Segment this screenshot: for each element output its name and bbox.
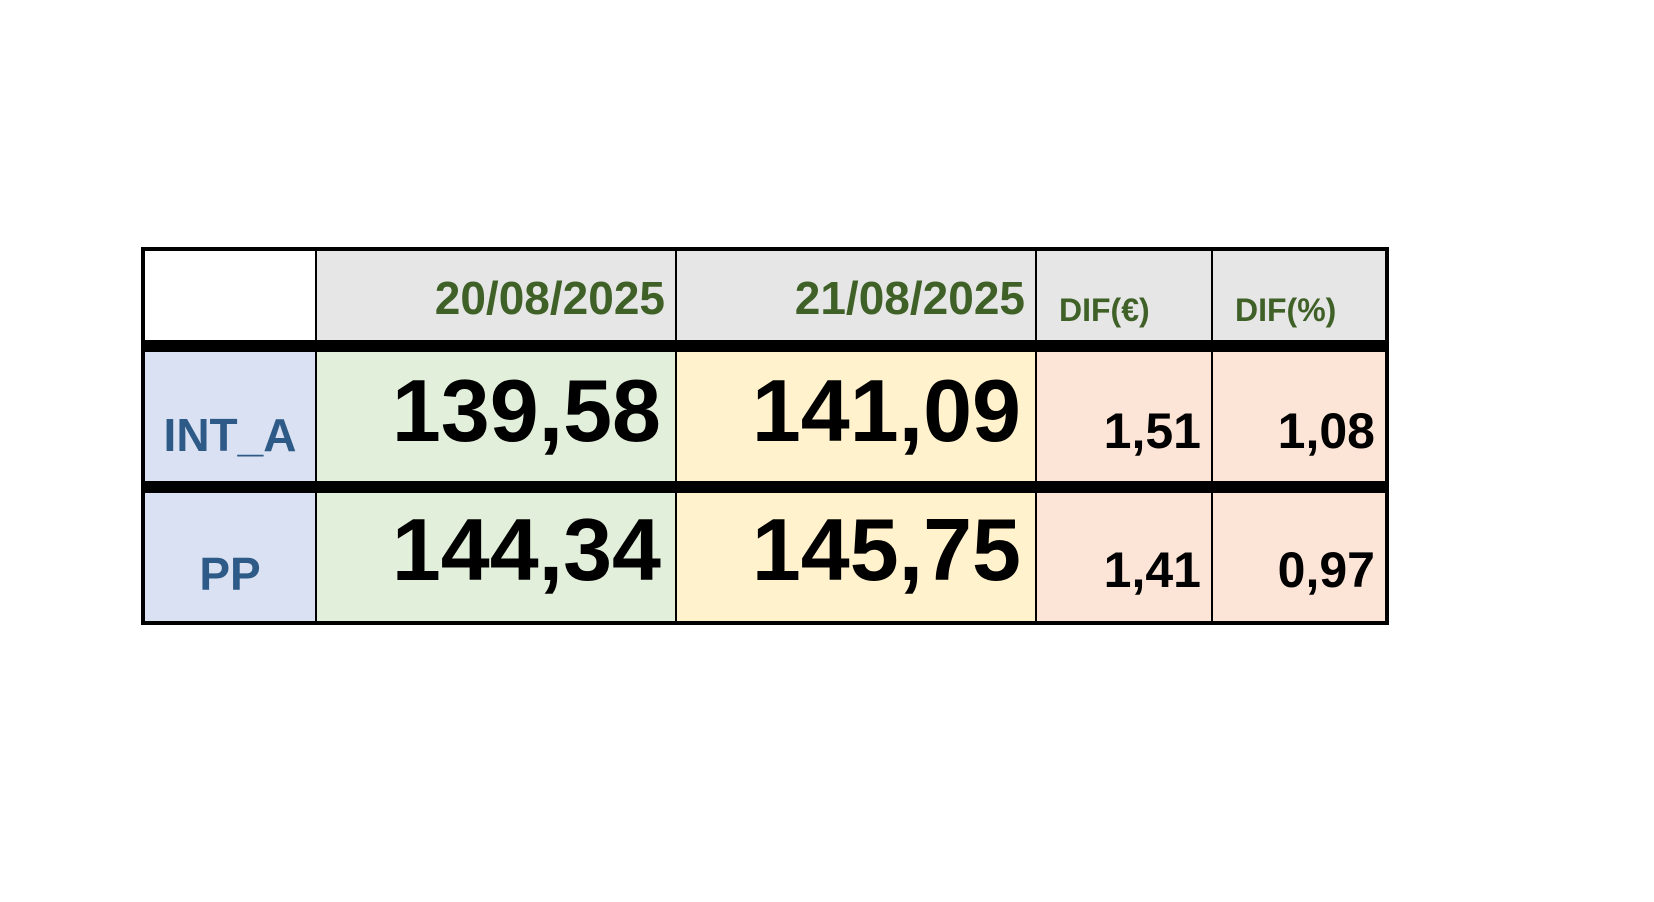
cell: 141,09 <box>675 350 1037 484</box>
cell: 1,08 <box>1211 350 1389 484</box>
cell-text: 1,08 <box>1277 403 1375 459</box>
column-header: 21/08/2025 <box>675 247 1037 343</box>
header-text: 21/08/2025 <box>794 272 1025 324</box>
cell-text: 1,41 <box>1103 542 1201 598</box>
column-header: DIF(€) <box>1035 247 1213 343</box>
column-header: 20/08/2025 <box>315 247 677 343</box>
header-text: DIF(%) <box>1235 292 1337 328</box>
cell: 139,58 <box>315 350 677 484</box>
cell-text: 141,09 <box>751 361 1021 460</box>
cell-text: 139,58 <box>391 361 661 460</box>
cell-text: 1,51 <box>1103 403 1201 459</box>
cell-text: 144,34 <box>391 500 661 599</box>
cell-text: 0,97 <box>1277 542 1375 598</box>
cell: 144,34 <box>315 491 677 625</box>
label-text: INT_A <box>163 409 297 461</box>
header-text: 20/08/2025 <box>434 272 665 324</box>
cell: 145,75 <box>675 491 1037 625</box>
row-label: PP <box>141 491 317 625</box>
cell-text: 145,75 <box>751 500 1021 599</box>
row-label: INT_A <box>141 350 317 484</box>
row-separator <box>141 481 1389 492</box>
row-separator <box>141 340 1389 351</box>
cell: 0,97 <box>1211 491 1389 625</box>
cell: 1,41 <box>1035 491 1213 625</box>
header-text: DIF(€) <box>1059 292 1150 328</box>
label-text: PP <box>199 548 261 600</box>
corner-cell <box>141 247 317 343</box>
column-header: DIF(%) <box>1211 247 1389 343</box>
cell: 1,51 <box>1035 350 1213 484</box>
